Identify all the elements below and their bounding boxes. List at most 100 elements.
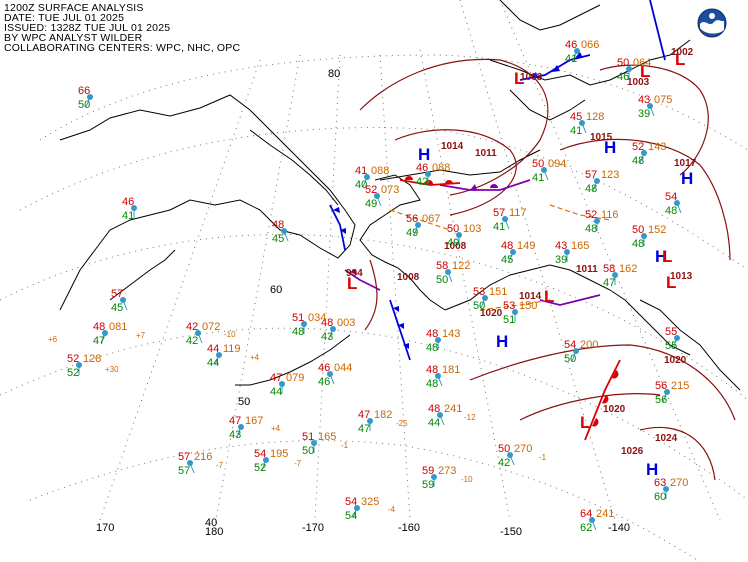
wind-barb-icon [214,354,220,366]
wind-barb-icon [662,391,668,403]
station-temperature: 54 [564,339,576,351]
station-plot: 48 43 003 [321,317,355,343]
wind-barb-icon [581,122,587,134]
station-dewpoint: 42 [498,457,510,469]
trough-2 [549,204,611,221]
wind-barb-icon [100,332,106,344]
coast-islands-1 [499,0,601,31]
isobar-e [639,426,716,481]
isobar-f [599,64,709,176]
parallel-40 [29,440,701,562]
header-title: 1200Z SURFACE ANALYSIS [4,2,144,14]
pressure-label: 1011 [576,264,598,275]
station-dewpoint: 44 [270,386,282,398]
pressure-tendency: -1 [539,453,547,462]
wind-barb-icon [591,519,597,531]
station-pressure: 200 [580,339,598,351]
station-plot: 53 50 151 [473,286,507,312]
cold-front-2 [329,204,346,251]
station-plot: 52 49 073 [365,184,399,210]
station-dewpoint: 57 [178,465,190,477]
isobar-b [394,129,517,216]
station-dewpoint: 50 [473,300,485,312]
station-pressure: 241 [444,403,462,415]
meridian-m130 [499,0,721,521]
station-dewpoint: 52 [67,367,79,379]
station-pressure: 128 [83,353,101,365]
station-temperature: 54 [665,191,677,203]
trough-1 [389,209,451,231]
station-temperature: 58 [603,263,615,275]
station-temperature: 64 [580,508,592,520]
station-temperature: 63 [654,477,666,489]
station-dewpoint: 41 [565,53,577,65]
station-temperature: 50 [498,443,510,455]
high-center: H [496,332,508,351]
pressure-label: 1020 [664,355,687,366]
pressure-label: 1008 [397,272,420,283]
station-temperature: 50 [617,57,629,69]
station-temperature: 57 [178,451,190,463]
station-dewpoint: 45 [111,302,123,314]
header-issued: ISSUED: 1328Z TUE JUL 01 2025 [4,22,171,34]
station-temperature: 57 [111,288,123,300]
header-centers: COLLABORATING CENTERS: WPC, NHC, OPC [4,42,241,54]
station-plot: 46 42 088 [416,162,450,188]
high-center: H [655,247,667,266]
lon-label-m160: -160 [398,522,420,534]
wind-barb-icon [329,373,335,385]
station-dewpoint: 59 [422,479,434,491]
station-pressure: 165 [571,240,589,252]
station-pressure: 088 [371,165,389,177]
station-plot: 46 41 066 [565,39,599,65]
station-dewpoint: 54 [345,510,357,522]
station-temperature: 48 [501,240,513,252]
pressure-tendency: -25 [396,419,408,428]
wind-barb-icon [85,96,91,108]
station-dewpoint: 49 [406,227,418,239]
station-plot: 52 48 116 [585,209,619,235]
station-dewpoint: 56 [655,394,667,406]
meridian-m160 [379,54,411,521]
low-center: L [662,247,672,266]
station-temperature: 57 [585,169,597,181]
wind-barb-icon [672,337,678,349]
pressure-tendency: +4 [250,353,260,362]
station-temperature: 47 [358,409,370,421]
station-pressure: 241 [596,508,614,520]
lat-label-40: 40 [205,517,217,529]
station-pressure: 081 [109,321,127,333]
station-plot: 44 44 119 [207,343,241,369]
station-temperature: 46 [122,196,134,208]
station-dewpoint: 49 [447,237,459,249]
station-plot: 50 41 094 [532,158,566,184]
lon-label-170: 170 [96,522,114,534]
occluded-front-2 [344,269,381,291]
station-temperature: 46 [416,162,428,174]
lon-label-m150: -150 [500,526,522,538]
station-dewpoint: 44 [428,417,440,429]
station-pressure: 088 [432,162,450,174]
low-center: L [514,69,524,88]
pressure-tendency: -7 [216,461,224,470]
station-dewpoint: 46 [617,71,629,83]
occluded-front-1 [439,179,531,191]
pressure-tendency: +7 [136,331,146,340]
station-temperature: 54 [254,448,266,460]
coast-chukotka [249,129,339,206]
pressure-systems: H H H H H H L L L L L L L L [347,50,693,479]
low-center: L [544,287,554,306]
station-pressure: 073 [381,184,399,196]
station-temperature: 52 [365,184,377,196]
coast-alaska-north [379,149,541,181]
station-plot: 42 42 072 [186,321,220,347]
isobar-g [559,138,731,261]
station-dewpoint: 41 [122,210,134,222]
warm-front-3 [584,359,621,441]
station-plot: 50 48 152 [632,224,666,250]
station-plot: 48 45 149 [501,240,535,266]
pressure-label: 1014 [519,291,542,302]
station-pressure: 151 [489,286,507,298]
